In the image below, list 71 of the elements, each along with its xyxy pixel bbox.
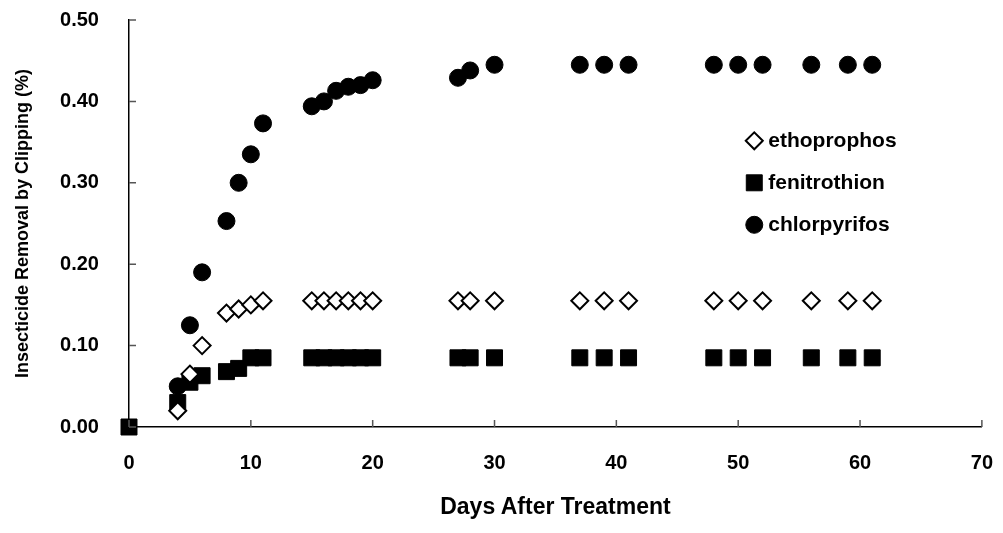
point: [254, 349, 272, 367]
point: [570, 291, 590, 311]
point: [216, 303, 236, 323]
point: [314, 92, 333, 111]
point: [802, 55, 821, 74]
point: [229, 299, 249, 319]
y-tick-label: 0.00: [60, 414, 99, 437]
legend-label: fenitrothion: [768, 169, 885, 193]
point: [241, 145, 260, 164]
point: [253, 291, 273, 311]
point: [753, 291, 773, 311]
point: [363, 291, 383, 311]
point: [571, 349, 589, 367]
point: [838, 291, 858, 311]
x-tick-label: 20: [361, 450, 384, 473]
point: [594, 291, 614, 311]
point: [168, 401, 188, 421]
y-tick-label: 0.50: [60, 7, 99, 30]
y-tick-label: 0.10: [60, 333, 99, 356]
x-tick-label: 30: [483, 450, 506, 473]
point: [595, 349, 613, 367]
point: [704, 291, 724, 311]
point: [595, 55, 614, 74]
point: [839, 349, 857, 367]
point: [728, 291, 748, 311]
point: [461, 349, 479, 367]
point: [862, 291, 882, 311]
y-tick-label: 0.20: [60, 251, 99, 274]
point: [485, 55, 504, 74]
x-tick-label: 10: [239, 450, 262, 473]
point: [364, 349, 382, 367]
point: [486, 349, 504, 367]
point: [705, 349, 723, 367]
point: [254, 114, 273, 133]
point: [570, 55, 589, 74]
point: [704, 55, 723, 74]
point: [229, 173, 248, 192]
x-axis-title: Days After Treatment: [440, 492, 672, 519]
point: [193, 263, 212, 282]
point: [192, 336, 212, 356]
point: [838, 55, 857, 74]
y-tick-label: 0.30: [60, 170, 99, 193]
point: [620, 349, 638, 367]
y-tick-label: 0.40: [60, 88, 99, 111]
point: [802, 349, 820, 367]
point: [485, 291, 505, 311]
point: [460, 291, 480, 311]
point: [619, 55, 638, 74]
x-tick-label: 50: [727, 450, 750, 473]
x-tick-label: 40: [605, 450, 628, 473]
point: [729, 55, 748, 74]
x-tick-label: 60: [848, 450, 872, 473]
point: [180, 364, 200, 384]
point: [863, 55, 882, 74]
point: [180, 316, 199, 335]
point: [363, 71, 382, 90]
point: [729, 349, 747, 367]
point: [120, 418, 138, 436]
x-tick-label: 70: [970, 450, 993, 473]
point: [863, 349, 881, 367]
x-tick-label: 0: [123, 450, 135, 473]
point: [217, 212, 236, 231]
point: [448, 68, 467, 87]
legend-label: ethoprophos: [768, 127, 897, 151]
point: [753, 55, 772, 74]
point: [754, 349, 772, 367]
y-axis-title: Insecticide Removal by Clipping (%): [11, 68, 32, 379]
point: [801, 291, 821, 311]
legend-label: chlorpyrifos: [768, 211, 890, 235]
point: [461, 61, 480, 80]
point: [619, 291, 639, 311]
